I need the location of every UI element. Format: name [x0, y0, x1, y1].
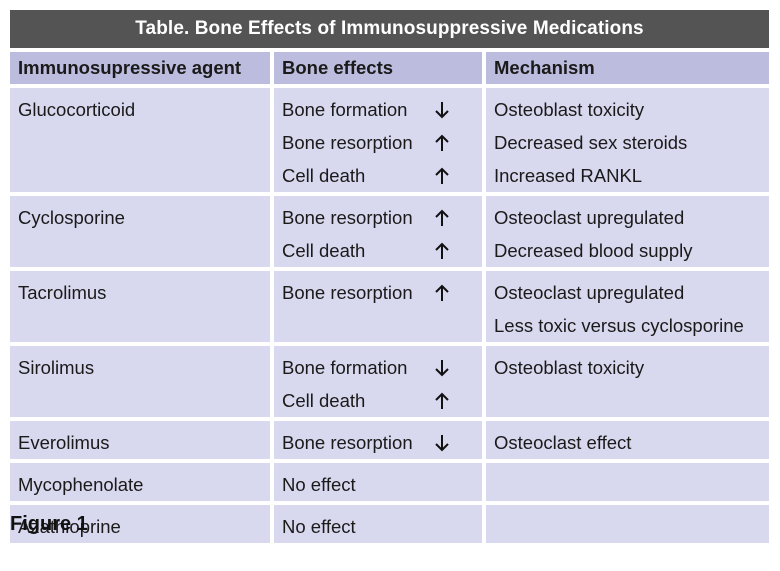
mechanism-cell: Osteoblast toxicity Decreased sex steroid…	[486, 88, 769, 192]
mechanism-text: Decreased sex steroids	[494, 132, 688, 153]
bone-effect-text: Bone formation	[282, 99, 408, 120]
bone-effect-text: Cell death	[282, 165, 366, 186]
table-row: Glucocorticoid Bone formation Bone resorpt…	[10, 88, 769, 192]
agent-cell: Mycophenolate	[10, 463, 270, 501]
bone-effects-cell: Bone formation Cell death	[274, 346, 482, 417]
bone-effect-text: Bone resorption	[282, 432, 413, 453]
header-mechanism: Mechanism	[486, 52, 769, 84]
table-body: Glucocorticoid Bone formation Bone resorpt…	[10, 88, 769, 543]
arrow-up-icon	[432, 283, 452, 303]
bone-effect-line: Cell death	[282, 384, 474, 417]
arrow-up-icon	[432, 208, 452, 228]
bone-effects-cell: Bone resorption Cell death	[274, 196, 482, 267]
bone-effect-text: No effect	[282, 474, 356, 495]
figure-caption: Figure 1	[10, 513, 88, 535]
mechanism-cell: Osteoclast upregulated Less toxic versus …	[486, 271, 769, 342]
bone-effect-line: Bone formation	[282, 351, 474, 384]
agent-cell: Cyclosporine	[10, 196, 270, 267]
agent-cell: Sirolimus	[10, 346, 270, 417]
bone-effect-line: No effect	[282, 468, 474, 501]
agent-cell: Glucocorticoid	[10, 88, 270, 192]
arrow-down-icon	[432, 358, 452, 378]
bone-effect-line: Cell death	[282, 234, 474, 267]
bone-effect-line: No effect	[282, 510, 474, 543]
mechanism-text: Osteoclast effect	[494, 432, 632, 453]
arrow-up-icon	[432, 391, 452, 411]
arrow-down-icon	[432, 433, 452, 453]
mechanism-text: Decreased blood supply	[494, 240, 693, 261]
table-row: Everolimus Bone resorption Osteoclast effe…	[10, 421, 769, 459]
bone-effect-text: Bone resorption	[282, 207, 413, 228]
agent-cell: Everolimus	[10, 421, 270, 459]
agent-cell: Tacrolimus	[10, 271, 270, 342]
table-row: Mycophenolate No effect	[10, 463, 769, 501]
agent-cell: Azathioprine	[10, 505, 270, 543]
bone-effects-cell: No effect	[274, 463, 482, 501]
bone-effect-text: Bone resorption	[282, 282, 413, 303]
mechanism-text: Less toxic versus cyclosporine	[494, 315, 744, 336]
bone-effect-text: Bone resorption	[282, 132, 413, 153]
table-row: Azathioprine No effect	[10, 505, 769, 543]
table-row: Tacrolimus Bone resorption Osteoclast upre…	[10, 271, 769, 342]
bone-effect-text: Cell death	[282, 240, 366, 261]
bone-effects-cell: No effect	[274, 505, 482, 543]
bone-effect-text: Bone formation	[282, 357, 408, 378]
mechanism-text: Increased RANKL	[494, 165, 643, 186]
arrow-up-icon	[432, 133, 452, 153]
mechanism-text: Osteoclast upregulated	[494, 282, 685, 303]
bone-effects-cell: Bone formation Bone resorption Cell death	[274, 88, 482, 192]
mechanism-cell: Osteoclast effect	[486, 421, 769, 459]
table-row: Sirolimus Bone formation Cell death Osteobl…	[10, 346, 769, 417]
bone-effect-line: Bone resorption	[282, 426, 474, 459]
arrow-up-icon	[432, 241, 452, 261]
bone-effects-cell: Bone resorption	[274, 271, 482, 342]
bone-effect-line: Bone resorption	[282, 201, 474, 234]
arrow-up-icon	[432, 166, 452, 186]
bone-effect-line: Cell death	[282, 159, 474, 192]
bone-effects-cell: Bone resorption	[274, 421, 482, 459]
mechanism-cell	[486, 505, 769, 543]
table-title: Table. Bone Effects of Immunosuppressive…	[10, 10, 769, 48]
bone-effect-line: Bone resorption	[282, 126, 474, 159]
mechanism-text: Osteoclast upregulated	[494, 207, 685, 228]
mechanism-cell	[486, 463, 769, 501]
arrow-down-icon	[432, 100, 452, 120]
mechanism-cell: Osteoclast upregulated Decreased blood su…	[486, 196, 769, 267]
bone-effect-line: Bone formation	[282, 93, 474, 126]
mechanism-text: Osteoblast toxicity	[494, 357, 645, 378]
header-bone-effects: Bone effects	[274, 52, 482, 84]
table-row: Cyclosporine Bone resorption Cell death Ost…	[10, 196, 769, 267]
bone-effect-text: No effect	[282, 516, 356, 537]
table-header-row: Immunosupressive agent Bone effects Mech…	[10, 52, 769, 84]
mechanism-cell: Osteoblast toxicity	[486, 346, 769, 417]
header-agent: Immunosupressive agent	[10, 52, 270, 84]
bone-effect-line: Bone resorption	[282, 276, 474, 309]
bone-effects-table: Immunosupressive agent Bone effects Mech…	[10, 52, 769, 547]
mechanism-text: Osteoblast toxicity	[494, 99, 645, 120]
bone-effect-text: Cell death	[282, 390, 366, 411]
